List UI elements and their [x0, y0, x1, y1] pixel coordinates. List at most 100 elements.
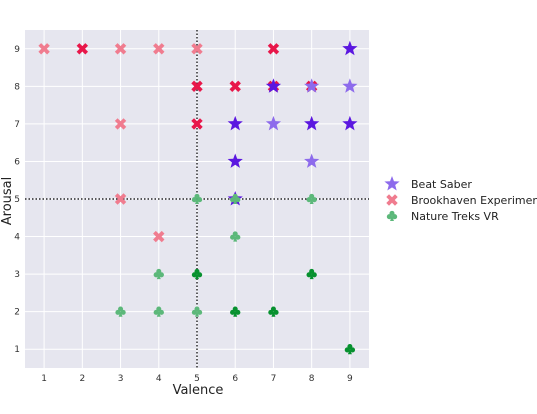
x-mark-icon [191, 43, 203, 55]
club-stem [156, 310, 161, 317]
club-leaf [115, 309, 121, 315]
star-icon [342, 40, 358, 56]
data-point [268, 306, 279, 317]
y-tick-label: 1 [14, 345, 20, 355]
club-leaf [158, 272, 164, 278]
club-stem [195, 310, 199, 317]
club-leaf [156, 306, 162, 312]
club-stem [390, 215, 394, 222]
club-leaf [350, 347, 356, 353]
data-point [230, 231, 241, 242]
club-stem [195, 198, 199, 205]
data-point [76, 43, 89, 55]
y-tick-label: 4 [14, 233, 20, 243]
star-icon [304, 153, 320, 168]
club-leaf [197, 309, 203, 315]
club-stem [233, 198, 238, 205]
x-mark-icon [114, 43, 127, 55]
club-leaf [235, 309, 241, 315]
data-point [227, 115, 243, 131]
legend-marker [386, 210, 398, 222]
data-point [267, 43, 280, 55]
club-leaf [191, 309, 197, 315]
y-tick-label: 2 [14, 308, 20, 318]
data-point [114, 43, 127, 55]
data-point [265, 115, 282, 131]
data-point [342, 40, 358, 56]
data-point [191, 268, 203, 280]
club-leaf [389, 210, 395, 216]
data-point [191, 193, 203, 205]
club-leaf [120, 309, 126, 315]
x-mark-icon [229, 80, 241, 93]
data-point [153, 43, 165, 55]
data-point [153, 268, 164, 280]
x-tick-label: 4 [156, 374, 162, 384]
club-leaf [197, 197, 203, 203]
data-point [265, 78, 282, 93]
club-leaf [118, 306, 124, 312]
club-leaf [235, 197, 241, 203]
x-mark-icon [386, 194, 398, 206]
x-tick-label: 2 [79, 374, 85, 384]
star-icon [342, 78, 358, 93]
data-point [304, 78, 320, 93]
data-point [191, 306, 203, 317]
club-leaf [386, 214, 392, 220]
x-mark-icon [191, 118, 203, 130]
club-leaf [191, 197, 197, 203]
club-leaf [153, 272, 159, 278]
club-stem [309, 273, 314, 280]
club-stem [195, 273, 199, 280]
star-icon [227, 115, 243, 131]
x-mark-icon [191, 80, 203, 93]
data-point [114, 118, 127, 130]
x-tick-label: 5 [194, 374, 200, 384]
club-leaf [194, 193, 200, 199]
club-leaf [230, 234, 236, 240]
x-tick-label: 1 [41, 374, 47, 384]
x-axis-label: Valence [173, 383, 224, 398]
data-point [153, 306, 164, 317]
legend-label: Beat Saber [411, 178, 472, 191]
club-leaf [306, 197, 312, 203]
x-mark-icon [153, 43, 165, 55]
club-leaf [230, 197, 236, 203]
x-mark-icon [114, 118, 127, 130]
y-tick-label: 3 [14, 270, 20, 280]
club-stem [233, 235, 238, 242]
x-mark-icon [38, 43, 50, 55]
data-point [304, 153, 320, 168]
star-icon [304, 78, 320, 93]
legend-label: Nature Treks VR [411, 210, 499, 223]
data-point [191, 43, 203, 55]
club-stem [118, 310, 123, 317]
club-leaf [309, 268, 315, 274]
data-point [38, 43, 50, 55]
data-point [230, 306, 241, 317]
data-point [304, 115, 320, 131]
club-stem [233, 310, 238, 317]
y-axis-label: Arousal [0, 177, 15, 226]
club-leaf [347, 344, 353, 350]
club-leaf [232, 193, 238, 199]
data-point [342, 78, 358, 93]
x-mark-icon [76, 43, 89, 55]
x-mark-icon [153, 230, 165, 243]
x-tick-label: 9 [347, 374, 353, 384]
data-point [191, 80, 203, 93]
club-leaf [197, 272, 203, 278]
y-tick-label: 8 [14, 82, 20, 92]
club-stem [347, 348, 352, 355]
legend-marker [386, 194, 398, 206]
club-leaf [235, 234, 241, 240]
x-tick-label: 6 [232, 374, 238, 384]
star-icon [304, 115, 320, 131]
x-mark-icon [114, 193, 127, 205]
club-leaf [232, 231, 238, 237]
y-tick-label: 7 [14, 120, 20, 130]
club-leaf [392, 214, 398, 220]
legend-label: Brookhaven Experiment [411, 194, 537, 207]
y-tick-label: 9 [14, 45, 20, 55]
